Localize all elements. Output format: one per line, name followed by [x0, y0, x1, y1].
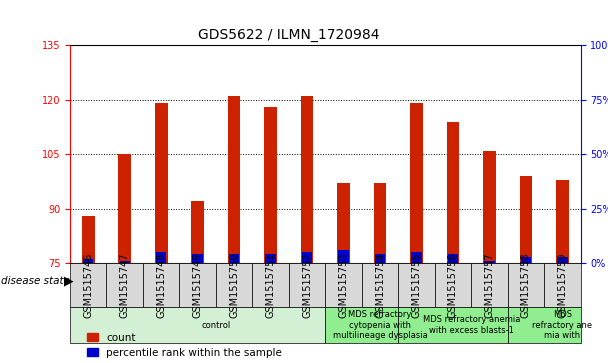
- Bar: [435, 263, 471, 307]
- Text: MDS refractory
cytopenia with
multilineage dysplasia: MDS refractory cytopenia with multilinea…: [333, 310, 427, 340]
- Bar: [302, 252, 312, 263]
- Bar: [508, 307, 581, 343]
- Bar: [266, 254, 275, 263]
- Text: GSM1515750: GSM1515750: [229, 252, 239, 318]
- Text: GSM1515754: GSM1515754: [375, 252, 385, 318]
- Bar: [81, 216, 94, 263]
- Text: GSM1515755: GSM1515755: [412, 252, 421, 318]
- Bar: [373, 183, 386, 263]
- Legend: count, percentile rank within the sample: count, percentile rank within the sample: [88, 333, 282, 358]
- Text: GSM1515757: GSM1515757: [485, 252, 494, 318]
- Text: control: control: [201, 321, 230, 330]
- Bar: [544, 263, 581, 307]
- Text: GSM1515746: GSM1515746: [83, 252, 93, 318]
- Bar: [143, 263, 179, 307]
- Bar: [398, 263, 435, 307]
- Bar: [446, 122, 459, 263]
- Bar: [485, 261, 494, 263]
- Text: MDS
refractory ane
mia with: MDS refractory ane mia with: [533, 310, 592, 340]
- Text: ▶: ▶: [64, 275, 74, 287]
- Bar: [106, 263, 143, 307]
- Bar: [70, 307, 325, 343]
- Bar: [154, 103, 167, 263]
- Text: GSM1515751: GSM1515751: [266, 252, 275, 318]
- Text: GSM1515753: GSM1515753: [339, 252, 348, 318]
- Bar: [229, 254, 239, 263]
- Bar: [325, 263, 362, 307]
- Text: MDS refractory anemia
with excess blasts-1: MDS refractory anemia with excess blasts…: [423, 315, 520, 335]
- Bar: [521, 257, 531, 263]
- Bar: [227, 96, 240, 263]
- Bar: [375, 254, 385, 263]
- Bar: [471, 263, 508, 307]
- Bar: [556, 180, 568, 263]
- Bar: [179, 263, 216, 307]
- Bar: [216, 263, 252, 307]
- Text: GSM1515749: GSM1515749: [193, 252, 202, 318]
- Bar: [193, 254, 202, 263]
- Bar: [519, 176, 532, 263]
- Text: GSM1515756: GSM1515756: [448, 252, 458, 318]
- Bar: [300, 96, 313, 263]
- Bar: [339, 250, 348, 263]
- Bar: [120, 261, 130, 263]
- Text: GSM1515759: GSM1515759: [558, 252, 567, 318]
- Bar: [289, 263, 325, 307]
- Bar: [412, 252, 421, 263]
- Text: GSM1515748: GSM1515748: [156, 252, 166, 318]
- Text: disease state: disease state: [1, 276, 70, 286]
- Bar: [337, 183, 350, 263]
- Text: GSM1515747: GSM1515747: [120, 252, 130, 318]
- Text: GSM1515752: GSM1515752: [302, 252, 312, 318]
- Bar: [448, 254, 458, 263]
- Bar: [156, 252, 166, 263]
- Bar: [410, 103, 423, 263]
- Bar: [191, 201, 204, 263]
- Bar: [118, 154, 131, 263]
- Bar: [362, 263, 398, 307]
- Bar: [483, 151, 496, 263]
- Bar: [508, 263, 544, 307]
- Bar: [264, 107, 277, 263]
- Bar: [325, 307, 398, 343]
- Bar: [83, 259, 93, 263]
- Bar: [558, 257, 567, 263]
- Bar: [252, 263, 289, 307]
- Text: GDS5622 / ILMN_1720984: GDS5622 / ILMN_1720984: [198, 28, 379, 42]
- Bar: [70, 263, 106, 307]
- Text: GSM1515758: GSM1515758: [521, 252, 531, 318]
- Bar: [398, 307, 508, 343]
